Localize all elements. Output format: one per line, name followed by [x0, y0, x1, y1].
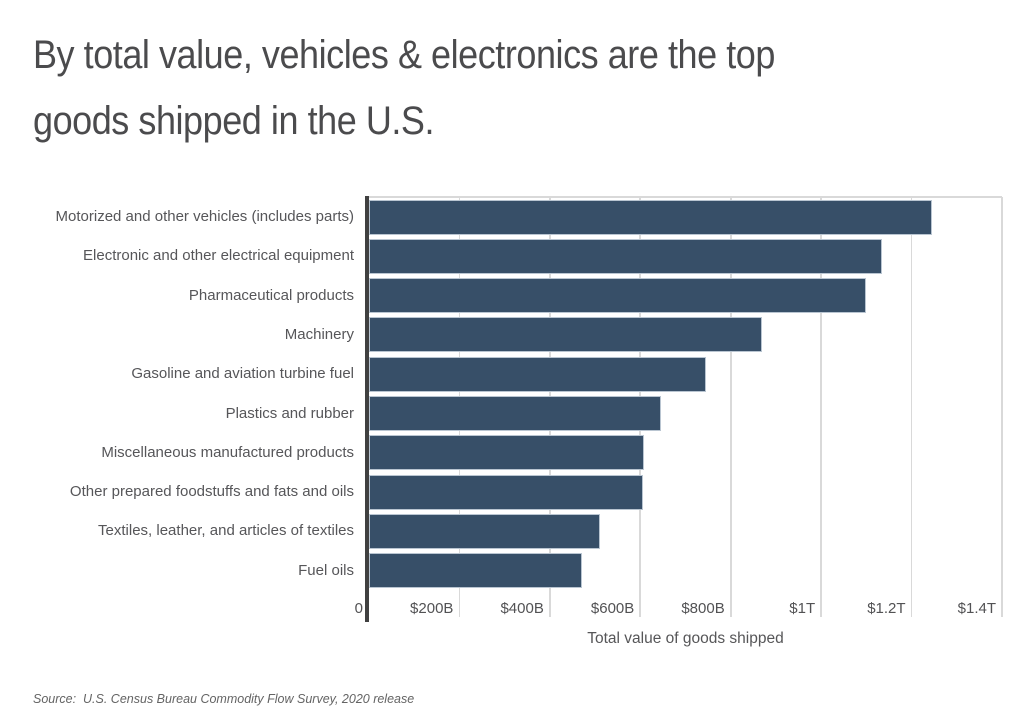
- category-label: Gasoline and aviation turbine fuel: [131, 365, 354, 383]
- bar: [369, 356, 706, 392]
- gridline: [820, 197, 822, 617]
- bar: [369, 474, 643, 510]
- bar: [369, 199, 933, 235]
- gridline: [1001, 197, 1003, 617]
- category-label: Electronic and other electrical equipmen…: [83, 247, 354, 265]
- bar: [369, 435, 644, 471]
- plot-top-border: [369, 196, 1002, 198]
- source-note: Source: U.S. Census Bureau Commodity Flo…: [33, 692, 415, 706]
- chart-title-line-2: goods shipped in the U.S.: [33, 99, 435, 143]
- bar: [369, 513, 600, 549]
- category-label: Miscellaneous manufactured products: [101, 443, 354, 461]
- gridline: [910, 197, 913, 617]
- y-axis-line: [365, 196, 369, 622]
- x-tick-label: $1T: [789, 600, 816, 617]
- gridline: [729, 197, 732, 617]
- category-label: Fuel oils: [298, 561, 354, 579]
- x-tick-label: $600B: [590, 600, 635, 617]
- category-label: Plastics and rubber: [225, 404, 354, 422]
- bar: [369, 317, 763, 353]
- x-axis-title: Total value of goods shipped: [587, 630, 784, 647]
- bar: [369, 278, 867, 314]
- bar: [369, 553, 583, 589]
- bar: [369, 396, 661, 431]
- x-tick-label: $400B: [500, 600, 544, 617]
- category-label: Machinery: [284, 325, 354, 343]
- category-label: Motorized and other vehicles (includes p…: [55, 208, 354, 225]
- category-label: Other prepared foodstuffs and fats and o…: [69, 483, 354, 501]
- category-label: Pharmaceutical products: [188, 286, 354, 304]
- x-tick-label: $1.4T: [957, 600, 996, 617]
- bar-chart-plot: Motorized and other vehicles (includes p…: [55, 196, 1003, 622]
- bar: [369, 238, 883, 274]
- x-tick-label: $200B: [410, 600, 454, 617]
- category-label: Textiles, leather, and articles of texti…: [98, 522, 354, 540]
- x-tick-label: $1.2T: [867, 600, 906, 617]
- x-tick-label: 0: [354, 600, 363, 617]
- chart-title: By total value, vehicles & electronics a…: [33, 22, 775, 154]
- x-tick-label: $800B: [681, 600, 725, 617]
- chart-title-line-1: By total value, vehicles & electronics a…: [33, 33, 775, 77]
